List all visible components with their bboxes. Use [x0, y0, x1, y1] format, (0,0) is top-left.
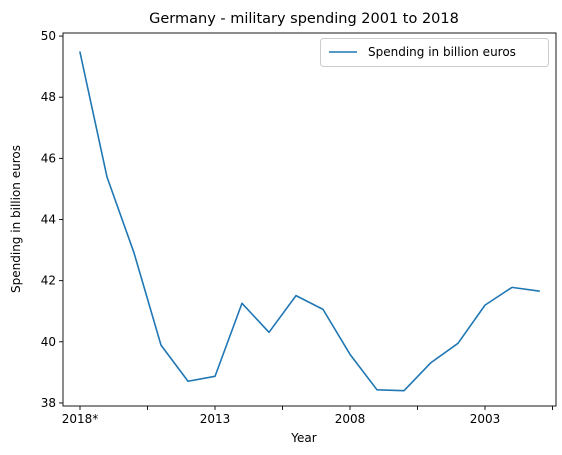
legend-box	[320, 38, 549, 67]
legend: Spending in billion euros	[320, 38, 549, 67]
plot-frame	[62, 32, 557, 407]
x-tick-label: 2018*	[62, 412, 99, 426]
y-tick-label: 48	[41, 90, 56, 104]
x-tick-label: 2013	[200, 412, 231, 426]
plot-area	[63, 33, 556, 406]
x-axis-ticks: 2018* 2013 2008 2003	[62, 406, 553, 426]
y-axis-ticks: 38 40 42 44 46 48 50	[41, 29, 63, 410]
y-tick-label: 40	[41, 335, 56, 349]
y-axis-title: Spending in billion euros	[9, 145, 23, 293]
series-line-spending	[79, 51, 540, 392]
x-tick-label: 2008	[335, 412, 366, 426]
y-tick-label: 46	[41, 151, 56, 165]
x-tick-label: 2003	[470, 412, 501, 426]
chart-title: Germany - military spending 2001 to 2018	[149, 11, 459, 27]
y-tick-label: 44	[41, 213, 56, 227]
y-tick-label: 50	[41, 29, 56, 43]
y-tick-label: 38	[41, 396, 56, 410]
y-tick-label: 42	[41, 274, 56, 288]
legend-label: Spending in billion euros	[368, 45, 516, 59]
x-axis-title: Year	[290, 431, 316, 445]
